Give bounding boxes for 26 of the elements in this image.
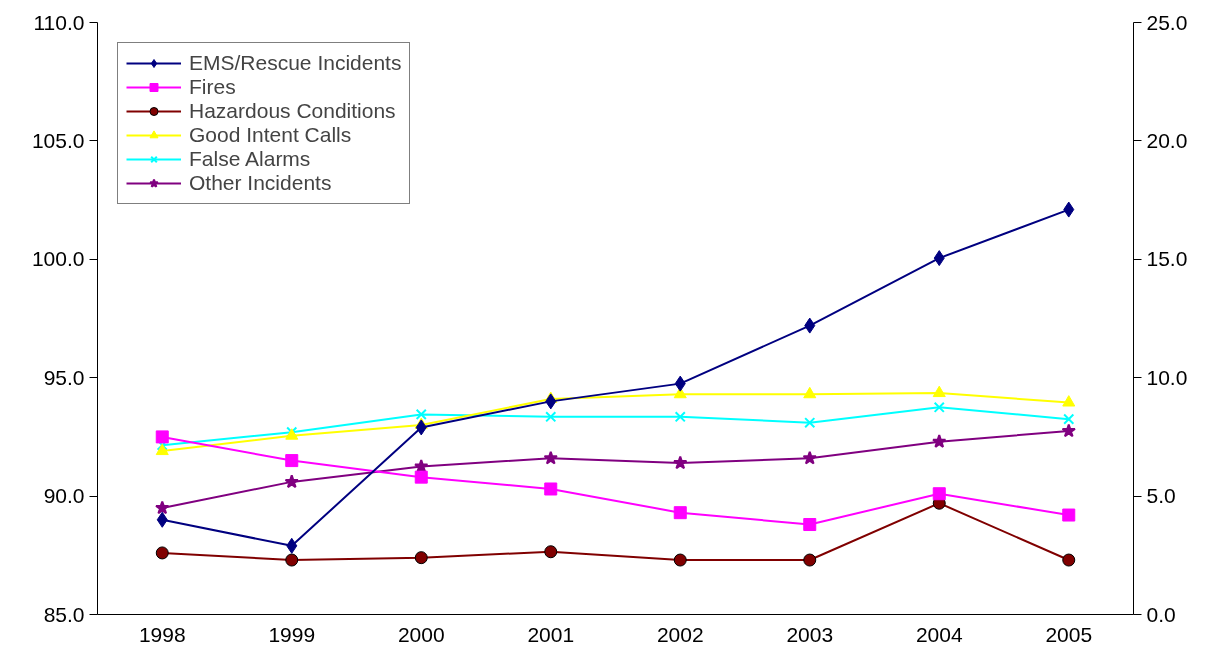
y-tick-label: 100.0 [31, 247, 85, 271]
y-tick-label: 90.0 [43, 484, 85, 508]
x-tick-label: 1999 [268, 622, 316, 646]
x-tick-label: 1998 [138, 622, 186, 646]
legend-label: Other Incidents [189, 171, 332, 195]
y-tick-label: 110.0 [33, 10, 85, 34]
legend-label: Fires [189, 75, 236, 99]
y-tick-label: 105.0 [31, 128, 85, 152]
x-tick-label: 2000 [397, 622, 445, 646]
y2-tick-label: 20.0 [1146, 128, 1188, 152]
legend-label: False Alarms [189, 147, 311, 171]
y2-tick-label: 15.0 [1146, 247, 1188, 271]
legend-label: Hazardous Conditions [189, 99, 396, 123]
legend-label: EMS/Rescue Incidents [189, 51, 402, 75]
y2-tick-label: 10.0 [1146, 365, 1188, 389]
x-tick-label: 2004 [915, 622, 963, 646]
y-tick-label: 85.0 [43, 602, 85, 626]
y-tick-label: 95.0 [43, 365, 85, 389]
x-tick-label: 2005 [1045, 622, 1093, 646]
y2-tick-label: 5.0 [1146, 484, 1176, 508]
legend-label: Good Intent Calls [189, 123, 352, 147]
x-tick-label: 2001 [527, 622, 575, 646]
x-tick-label: 2003 [786, 622, 834, 646]
y2-tick-label: 0.0 [1146, 602, 1176, 626]
y2-tick-label: 25.0 [1146, 10, 1188, 34]
x-tick-label: 2002 [656, 622, 704, 646]
